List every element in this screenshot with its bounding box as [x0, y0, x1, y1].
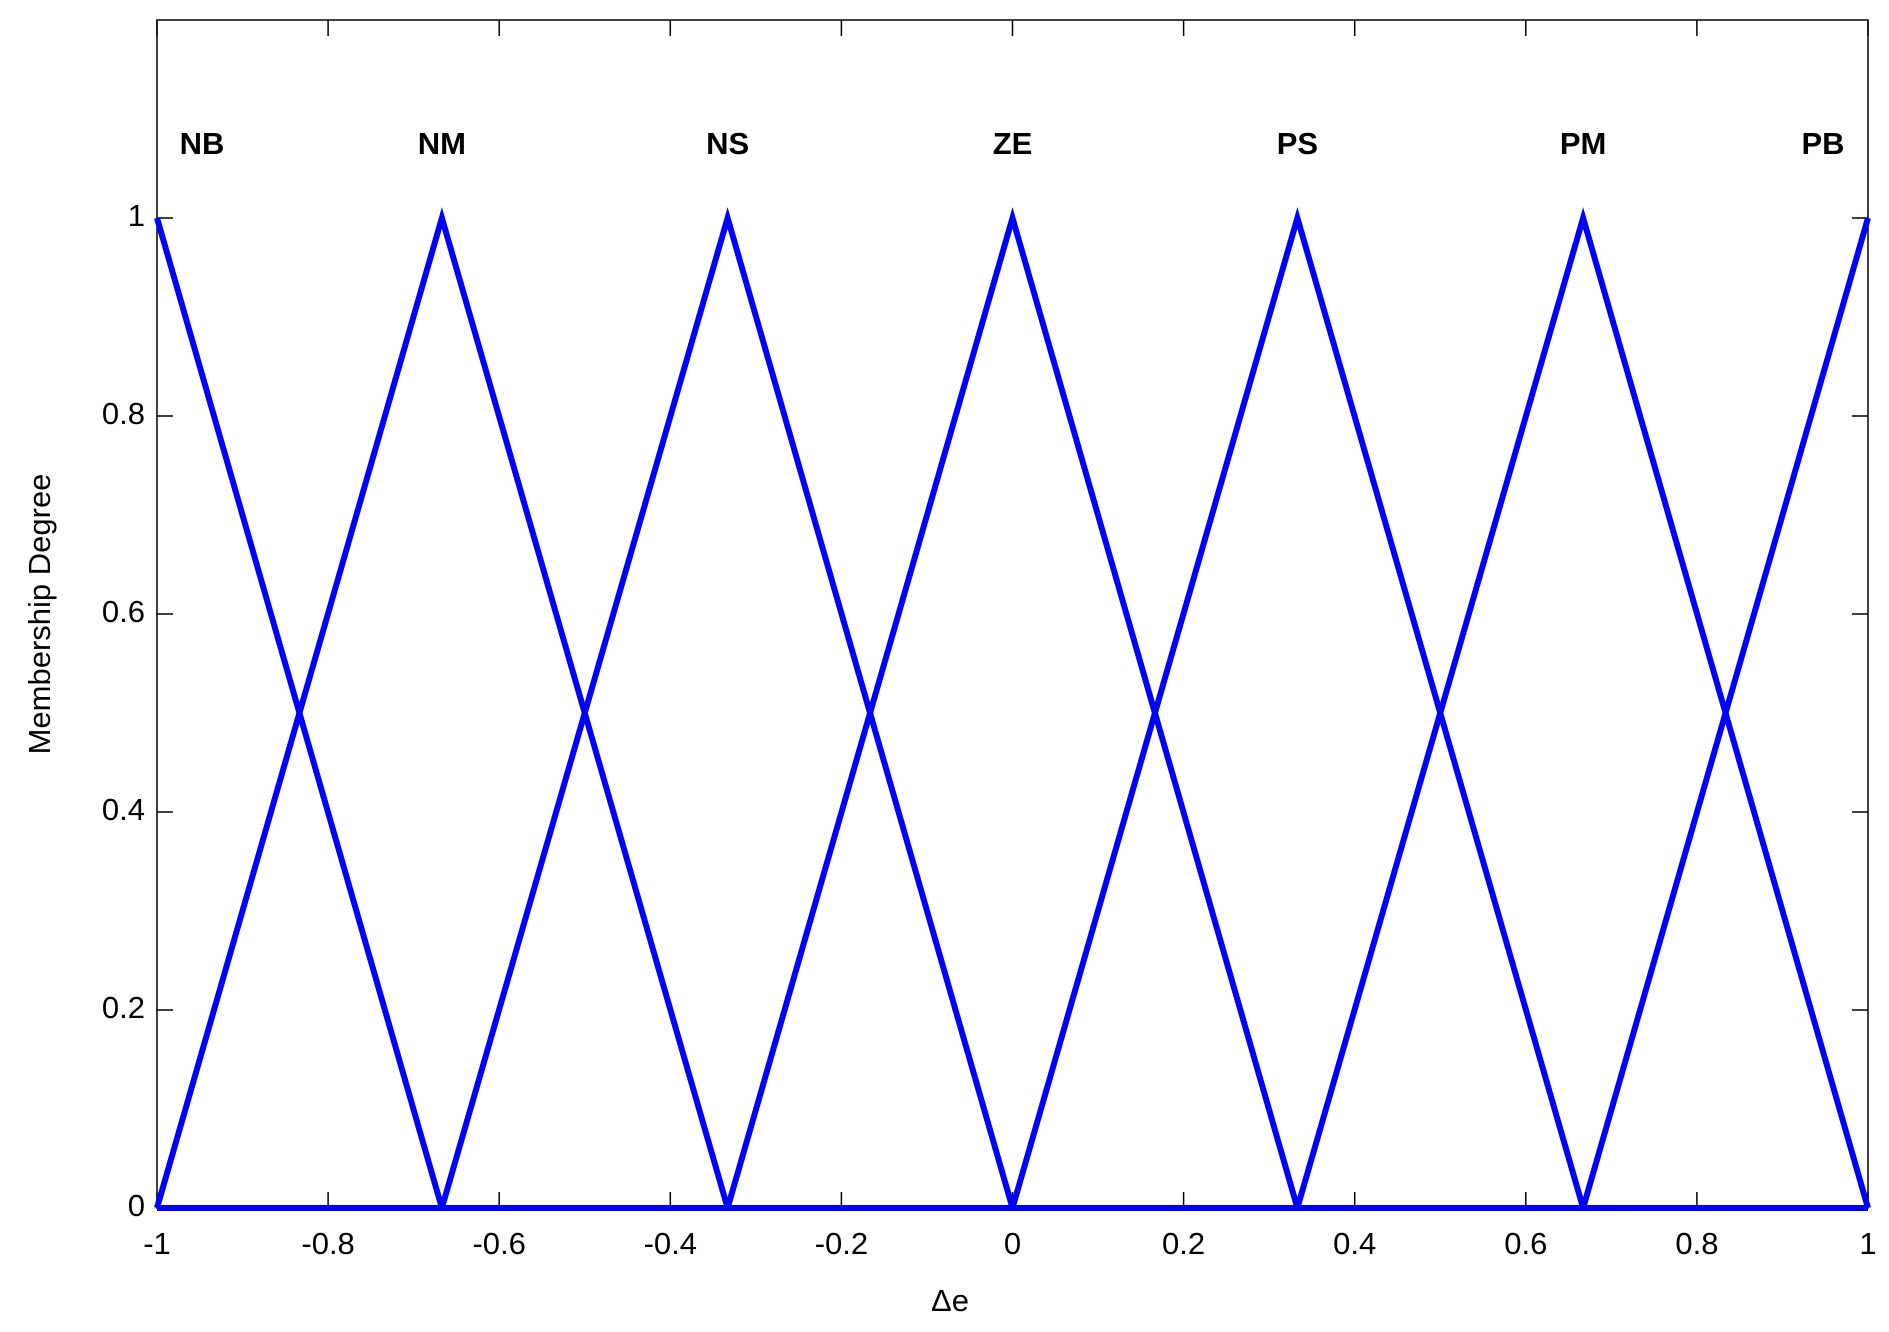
- y-tick-label: 0.2: [102, 990, 145, 1025]
- series-label: ZE: [993, 126, 1033, 161]
- x-tick-label: -0.4: [644, 1226, 697, 1261]
- x-tick-label: 0: [1004, 1226, 1021, 1261]
- y-axis-label: Membership Degree: [22, 474, 57, 755]
- x-tick-label: -0.8: [301, 1226, 354, 1261]
- series-line: [157, 217, 1871, 1211]
- y-tick-label: 0.6: [102, 594, 145, 629]
- x-axis-label: Δe: [931, 1283, 969, 1318]
- series-label: PB: [1801, 126, 1844, 161]
- series-label: NS: [706, 126, 749, 161]
- y-tick-label: 1: [128, 198, 145, 233]
- x-tick-label: -0.2: [815, 1226, 868, 1261]
- x-tick-label: 0.8: [1675, 1226, 1718, 1261]
- y-tick-label: 0.8: [102, 396, 145, 431]
- series-label: NM: [418, 126, 466, 161]
- x-tick-label: 0.4: [1333, 1226, 1376, 1261]
- x-tick-label: 1: [1859, 1226, 1876, 1261]
- x-tick-label: 0.2: [1162, 1226, 1205, 1261]
- x-tick-label: -1: [143, 1226, 171, 1261]
- x-tick-label: 0.6: [1504, 1226, 1547, 1261]
- x-tick-label: -0.6: [472, 1226, 525, 1261]
- series-label: PS: [1277, 126, 1318, 161]
- y-tick-label: 0: [128, 1188, 145, 1223]
- y-tick-label: 0.4: [102, 792, 145, 827]
- series-label: PM: [1560, 126, 1607, 161]
- series-label: NB: [180, 126, 225, 161]
